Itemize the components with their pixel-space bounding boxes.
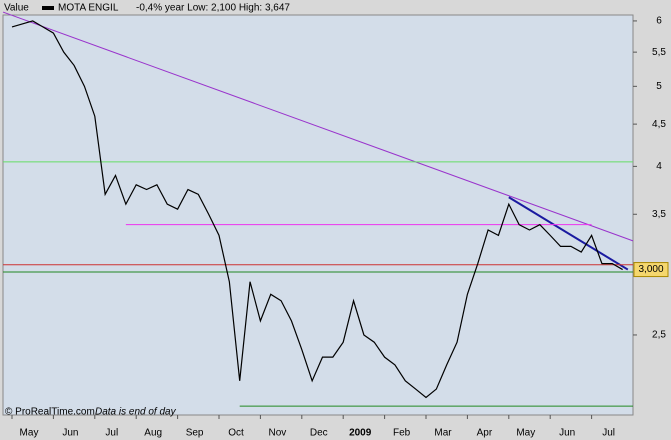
- x-tick-label: Dec: [310, 428, 328, 439]
- plot-area: [2, 14, 634, 416]
- y-tick-label: 3,5: [652, 209, 666, 220]
- y-tick-label: 5: [656, 81, 662, 92]
- price-tag-label: 3,000: [638, 264, 663, 275]
- footer-note: Data is end of day: [95, 407, 177, 418]
- y-tick-label: 4: [656, 161, 662, 172]
- y-tick-label: 4,5: [652, 119, 666, 130]
- legend-label: Value: [4, 3, 29, 14]
- x-tick-label: Mar: [434, 428, 452, 439]
- price-line: [11, 20, 623, 399]
- x-tick-label: 2009: [349, 428, 372, 439]
- y-tick-label: 6: [656, 16, 662, 27]
- x-tick-label: Nov: [269, 428, 287, 439]
- x-tick-label: May: [20, 428, 39, 439]
- x-tick-label: Jul: [105, 428, 118, 439]
- x-tick-label: Apr: [477, 428, 493, 439]
- x-tick-label: Oct: [228, 428, 244, 439]
- price-tag: [633, 262, 669, 278]
- x-tick-label: Jun: [62, 428, 78, 439]
- x-tick-label: May: [516, 428, 535, 439]
- y-tick-label: 5,5: [652, 47, 666, 58]
- x-tick-label: Jun: [559, 428, 575, 439]
- x-tick-label: Sep: [186, 428, 204, 439]
- subtitle: -0,4% year Low: 2,100 High: 3,647: [136, 3, 290, 14]
- x-tick-label: Jul: [602, 428, 615, 439]
- x-tick-label: Feb: [393, 428, 411, 439]
- legend-swatch: [42, 6, 54, 10]
- legend-entry: MOTA ENGIL: [58, 3, 119, 14]
- footer: © ProRealTime.com: [5, 407, 95, 418]
- trend-line: [2, 11, 634, 242]
- y-tick-label: 2,5: [652, 330, 666, 341]
- trend-line: [508, 196, 629, 271]
- x-tick-label: Aug: [144, 428, 162, 439]
